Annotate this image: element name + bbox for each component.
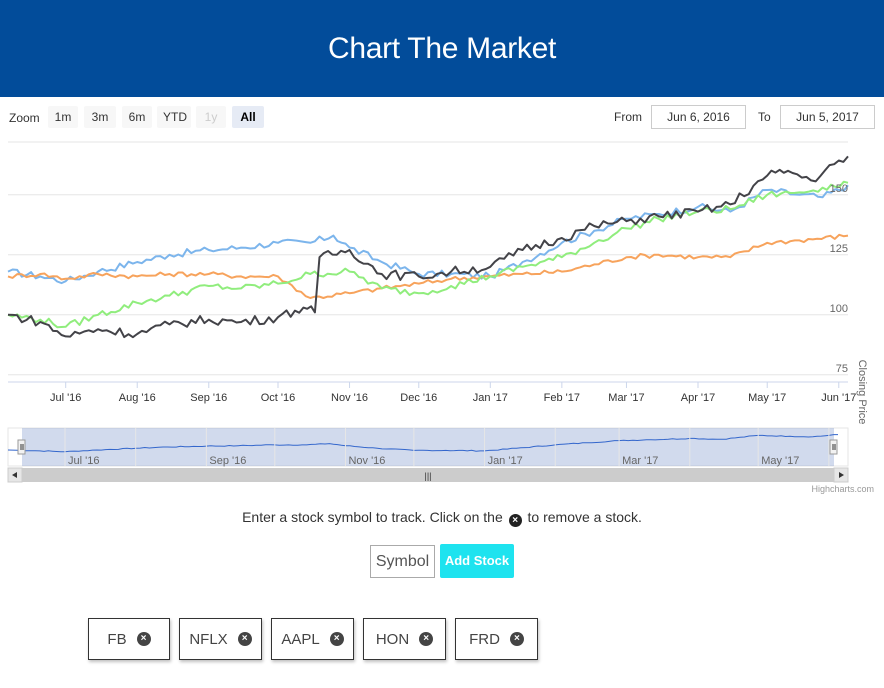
zoom-1y-button[interactable]: 1y	[196, 106, 226, 128]
stock-symbol: HON	[375, 630, 410, 648]
navigator-series	[7, 434, 838, 453]
x-tick-label: Dec '16	[400, 392, 437, 404]
zoom-label: Zoom	[9, 111, 40, 125]
to-label: To	[758, 110, 771, 124]
stock-symbol: FRD	[469, 630, 500, 648]
navigator-tick-label: May '17	[761, 455, 799, 467]
from-date-input[interactable]: Jun 6, 2016	[651, 105, 746, 129]
y-tick-label: 150	[830, 183, 848, 195]
x-tick-label: Jan '17	[473, 392, 508, 404]
y-tick-label: 100	[830, 303, 848, 315]
zoom-6m-button[interactable]: 6m	[122, 106, 152, 128]
series-line[interactable]	[7, 233, 849, 299]
series-line[interactable]	[7, 155, 849, 339]
add-stock-button[interactable]: Add Stock	[440, 544, 514, 578]
scrollbar-thumb[interactable]	[22, 468, 834, 482]
remove-icon[interactable]: ×	[329, 632, 344, 646]
stock-chip-frd[interactable]: FRD ×	[455, 618, 538, 660]
x-tick-label: Sep '16	[190, 392, 227, 404]
y-axis-title: Closing Price	[856, 360, 868, 425]
symbol-input[interactable]: Symbol	[370, 545, 435, 578]
y-axis: 75 100 125 150	[830, 183, 848, 375]
stock-chip-aapl[interactable]: AAPL ×	[271, 618, 354, 660]
navigator-tick-label: Sep '16	[209, 455, 246, 467]
series-line[interactable]	[7, 184, 849, 285]
stock-chip-hon[interactable]: HON ×	[363, 618, 446, 660]
stock-symbol: FB	[107, 630, 127, 648]
instructions-before: Enter a stock symbol to track. Click on …	[242, 509, 503, 525]
series-line[interactable]	[7, 180, 849, 329]
navigator-tick-label: Jan '17	[488, 455, 523, 467]
remove-icon[interactable]: ×	[509, 632, 524, 646]
x-tick-label: Jul '16	[50, 392, 81, 404]
stock-chip-nflx[interactable]: NFLX ×	[179, 618, 262, 660]
x-tick-label: May '17	[748, 392, 786, 404]
arrow-left-icon	[12, 472, 17, 478]
zoom-ytd-button[interactable]: YTD	[157, 106, 191, 128]
remove-icon[interactable]: ×	[136, 632, 151, 646]
grid-lines	[8, 141, 848, 376]
highcharts-credits[interactable]: Highcharts.com	[811, 484, 874, 494]
from-label: From	[614, 110, 642, 124]
zoom-1m-button[interactable]: 1m	[48, 106, 78, 128]
navigator-tick-label: Jul '16	[68, 455, 99, 467]
to-date-input[interactable]: Jun 5, 2017	[780, 105, 875, 129]
x-axis: Jul '16 Aug '16 Sep '16 Oct '16 Nov '16 Dec '…	[8, 381, 856, 404]
instructions-after: to remove a stock.	[527, 509, 642, 525]
app-header: Chart The Market	[0, 0, 884, 97]
remove-icon[interactable]: ×	[419, 632, 434, 646]
y-tick-label: 125	[830, 243, 848, 255]
x-tick-label: Apr '17	[681, 392, 716, 404]
remove-icon: ×	[508, 514, 522, 527]
stock-chart[interactable]: 75 100 125 150 Jul '16 Aug '16 Sep '16 Oct '16…	[0, 130, 884, 486]
y-tick-label: 75	[836, 363, 848, 375]
navigator-mask[interactable]	[22, 428, 834, 466]
instructions-text: Enter a stock symbol to track. Click on …	[0, 509, 884, 527]
range-selector: Zoom 1m 3m 6m YTD 1y All From Jun 6, 201…	[0, 104, 884, 130]
stock-symbol: NFLX	[189, 630, 228, 648]
zoom-3m-button[interactable]: 3m	[84, 106, 116, 128]
navigator-tick-label: Nov '16	[348, 455, 385, 467]
navigator-tick-label: Mar '17	[622, 455, 658, 467]
arrow-right-icon	[839, 472, 844, 478]
x-tick-label: Nov '16	[331, 392, 368, 404]
stock-chip-fb[interactable]: FB ×	[88, 618, 170, 660]
series-lines	[7, 155, 849, 339]
x-tick-label: Oct '16	[261, 392, 296, 404]
x-tick-label: Mar '17	[608, 392, 644, 404]
stock-symbol: AAPL	[281, 630, 320, 648]
navigator-background	[7, 427, 849, 467]
x-tick-label: Feb '17	[544, 392, 580, 404]
zoom-all-button[interactable]: All	[232, 106, 264, 128]
navigator[interactable]: Jul '16 Sep '16 Nov '16 Jan '17 Mar '17 May '…	[7, 427, 849, 483]
remove-icon[interactable]: ×	[237, 632, 252, 646]
x-tick-label: Aug '16	[119, 392, 156, 404]
x-tick-label: Jun '17	[821, 392, 856, 404]
page-title: Chart The Market	[327, 31, 557, 65]
scrollbar-grip-icon: |||	[424, 471, 431, 481]
